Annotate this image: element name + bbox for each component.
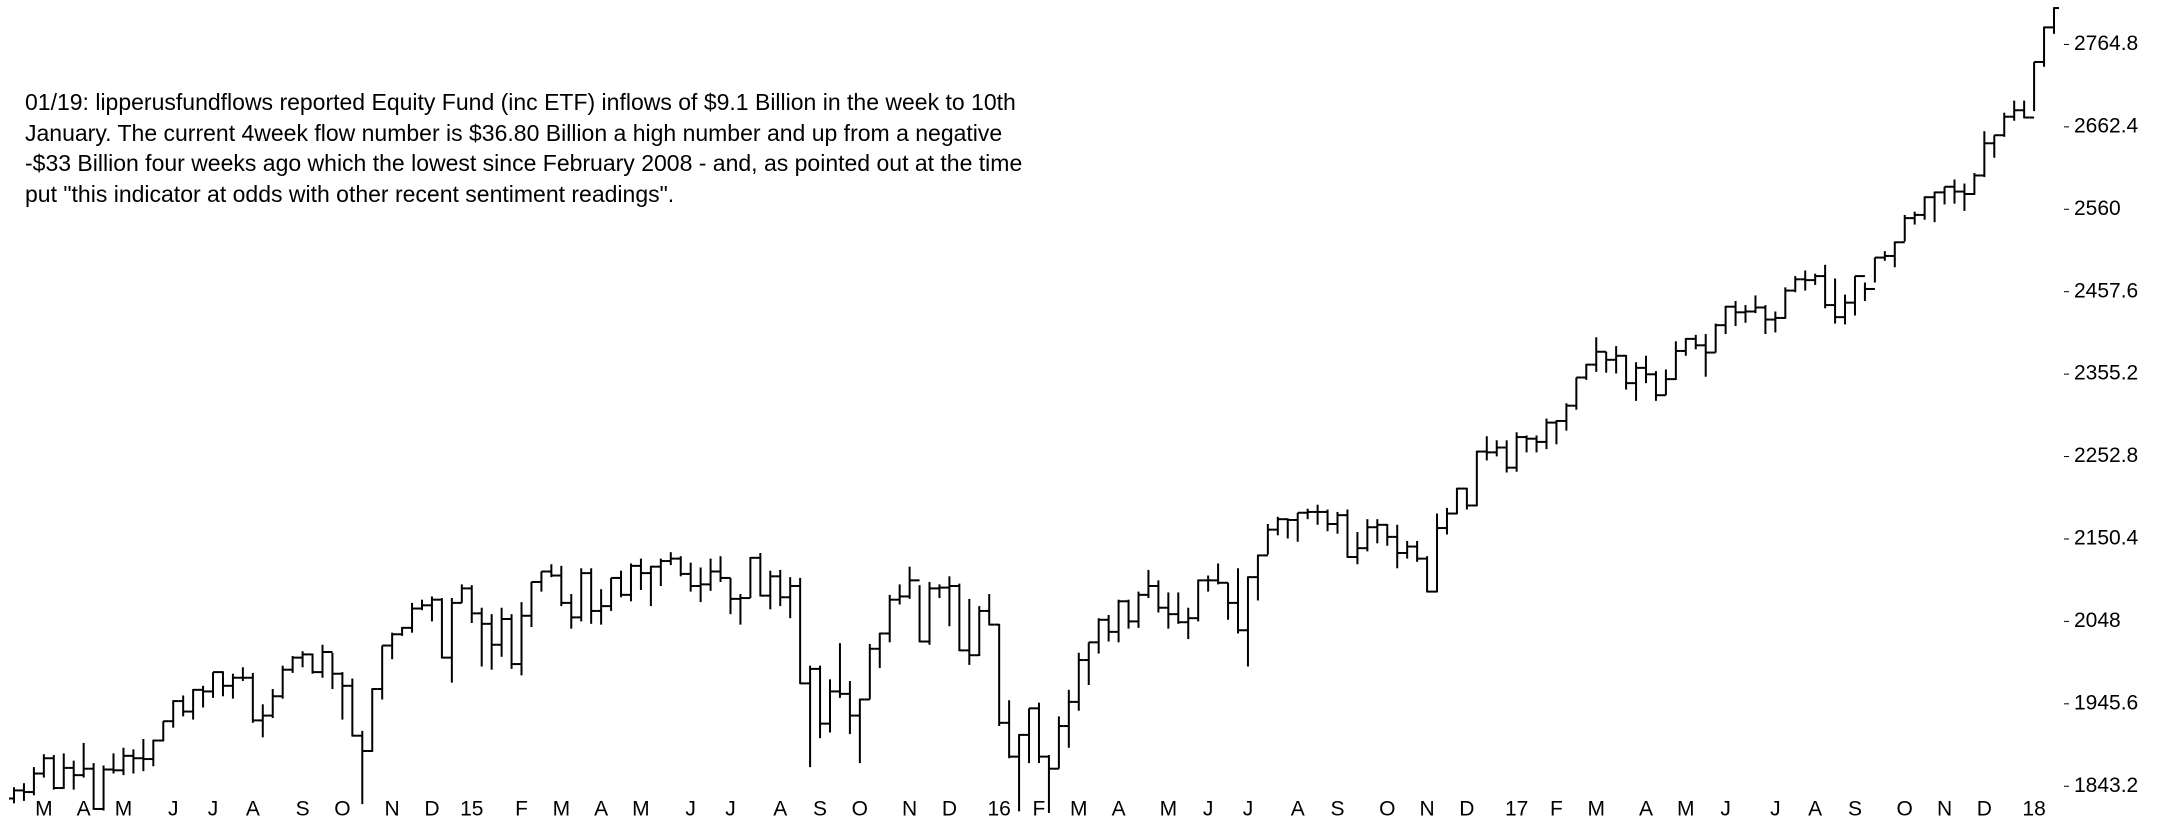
x-tick-label: M xyxy=(115,798,133,821)
x-tick-label: A xyxy=(1291,798,1305,821)
x-tick-label: N xyxy=(385,798,400,821)
annotation-line: January. The current 4week flow number i… xyxy=(25,120,1002,146)
x-tick-label: F xyxy=(1550,798,1563,821)
x-tick-label: N xyxy=(902,798,917,821)
y-tick-label: 2764.8 xyxy=(2074,32,2138,55)
y-tick-label: 2252.8 xyxy=(2074,444,2138,467)
x-tick-label: 18 xyxy=(2022,798,2045,821)
x-tick-label: S xyxy=(813,798,827,821)
x-tick-label: S xyxy=(296,798,310,821)
x-tick-label: D xyxy=(1459,798,1474,821)
x-tick-label: A xyxy=(773,798,787,821)
x-tick-label: D xyxy=(424,798,439,821)
x-tick-label: M xyxy=(1070,798,1088,821)
x-tick-label: O xyxy=(1897,798,1913,821)
x-tick-label: M xyxy=(1587,798,1605,821)
x-tick-label: 17 xyxy=(1505,798,1528,821)
y-tick-label: 2355.2 xyxy=(2074,362,2138,385)
y-tick-label: 1945.6 xyxy=(2074,691,2138,714)
x-tick-label: J xyxy=(208,798,219,821)
y-tick-label: 2150.4 xyxy=(2074,527,2139,550)
x-tick-label: J xyxy=(725,798,736,821)
x-tick-label: J xyxy=(1720,798,1731,821)
x-tick-label: N xyxy=(1419,798,1434,821)
x-tick-label: A xyxy=(594,798,608,821)
x-tick-label: A xyxy=(246,798,260,821)
x-tick-label: M xyxy=(35,798,53,821)
x-tick-label: J xyxy=(1770,798,1781,821)
x-tick-label: O xyxy=(334,798,350,821)
x-tick-label: S xyxy=(1331,798,1345,821)
annotation-line: -$33 Billion four weeks ago which the lo… xyxy=(25,150,1022,176)
x-tick-label: M xyxy=(553,798,571,821)
x-tick-label: S xyxy=(1848,798,1862,821)
x-tick-label: J xyxy=(1243,798,1254,821)
x-tick-label: O xyxy=(852,798,868,821)
y-tick-label: 2662.4 xyxy=(2074,114,2139,137)
x-tick-label: O xyxy=(1379,798,1395,821)
x-tick-label: F xyxy=(1033,798,1046,821)
y-tick-label: 1843.2 xyxy=(2074,774,2138,797)
x-tick-label: F xyxy=(515,798,528,821)
x-tick-label: J xyxy=(1203,798,1214,821)
y-tick-label: 2560 xyxy=(2074,197,2121,220)
x-tick-label: A xyxy=(77,798,91,821)
x-tick-label: M xyxy=(1677,798,1695,821)
x-tick-label: M xyxy=(1160,798,1178,821)
y-tick-label: 2048 xyxy=(2074,609,2121,632)
x-tick-label: M xyxy=(632,798,650,821)
annotation-line: put "this indicator at odds with other r… xyxy=(25,181,674,207)
x-tick-label: N xyxy=(1937,798,1952,821)
annotation-line: 01/19: lipperusfundflows reported Equity… xyxy=(25,89,1016,115)
x-tick-label: D xyxy=(1977,798,1992,821)
x-tick-label: J xyxy=(685,798,696,821)
y-tick-label: 2457.6 xyxy=(2074,279,2138,302)
x-tick-label: D xyxy=(942,798,957,821)
x-tick-label: A xyxy=(1639,798,1653,821)
x-tick-label: A xyxy=(1112,798,1126,821)
x-tick-label: 15 xyxy=(460,798,483,821)
x-tick-label: A xyxy=(1808,798,1822,821)
x-tick-label: 16 xyxy=(987,798,1010,821)
x-tick-label: J xyxy=(168,798,179,821)
